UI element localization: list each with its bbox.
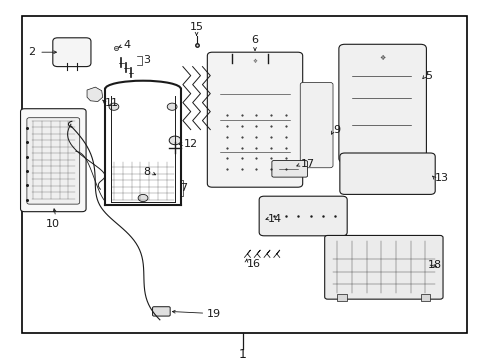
Text: 11: 11 [105,98,119,108]
FancyBboxPatch shape [27,118,80,204]
Text: 19: 19 [206,309,220,319]
Text: ❖: ❖ [252,59,257,64]
Circle shape [167,103,177,110]
Text: 1: 1 [239,348,246,360]
Text: 9: 9 [333,125,340,135]
Text: 16: 16 [246,258,261,269]
FancyBboxPatch shape [207,52,302,187]
Circle shape [138,194,147,202]
Text: 8: 8 [143,167,150,177]
Text: 13: 13 [434,173,448,183]
Text: 14: 14 [267,214,282,224]
FancyBboxPatch shape [152,307,170,316]
FancyBboxPatch shape [53,38,91,67]
Polygon shape [87,87,102,102]
Text: 3: 3 [142,55,149,66]
FancyBboxPatch shape [300,82,332,168]
Text: 12: 12 [183,139,197,149]
FancyBboxPatch shape [339,153,434,194]
FancyBboxPatch shape [324,235,442,299]
Text: 7: 7 [180,183,187,193]
Circle shape [109,103,119,110]
FancyBboxPatch shape [271,161,307,177]
Text: 10: 10 [46,219,60,229]
FancyBboxPatch shape [20,109,86,212]
Text: 15: 15 [189,22,203,32]
Text: 5: 5 [425,71,431,81]
Bar [22,16,466,333]
Text: 6: 6 [251,35,258,45]
Text: 18: 18 [427,260,441,270]
Text: 4: 4 [123,40,130,50]
Text: ❖: ❖ [379,55,385,60]
Text: 17: 17 [300,159,314,169]
FancyBboxPatch shape [259,196,346,236]
Bar [337,294,346,301]
Text: 2: 2 [28,47,35,57]
Bar [420,294,429,301]
Circle shape [169,136,181,145]
FancyBboxPatch shape [338,44,426,163]
